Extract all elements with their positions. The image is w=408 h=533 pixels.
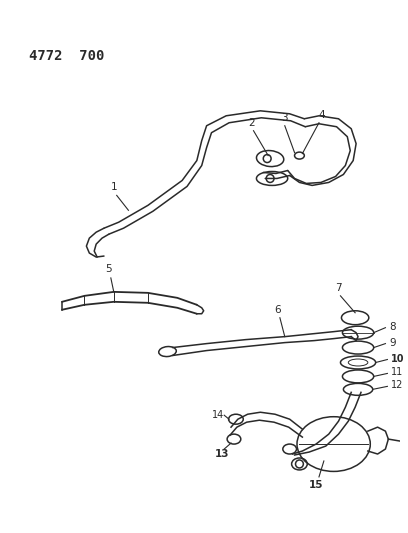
Text: 1: 1: [111, 182, 117, 192]
Text: 4: 4: [319, 110, 325, 120]
Text: 6: 6: [275, 305, 281, 315]
Text: 4772  700: 4772 700: [29, 49, 104, 63]
Text: 15: 15: [309, 480, 323, 490]
Text: 3: 3: [282, 113, 288, 123]
Text: 5: 5: [106, 264, 112, 274]
Text: 14: 14: [212, 410, 224, 420]
Text: 2: 2: [248, 118, 255, 128]
Text: 13: 13: [215, 449, 229, 459]
Text: 12: 12: [391, 381, 404, 390]
Text: 9: 9: [389, 337, 396, 348]
Text: 11: 11: [391, 367, 404, 377]
Text: 10: 10: [391, 353, 405, 364]
Text: 8: 8: [389, 322, 396, 332]
Text: 7: 7: [335, 283, 342, 293]
